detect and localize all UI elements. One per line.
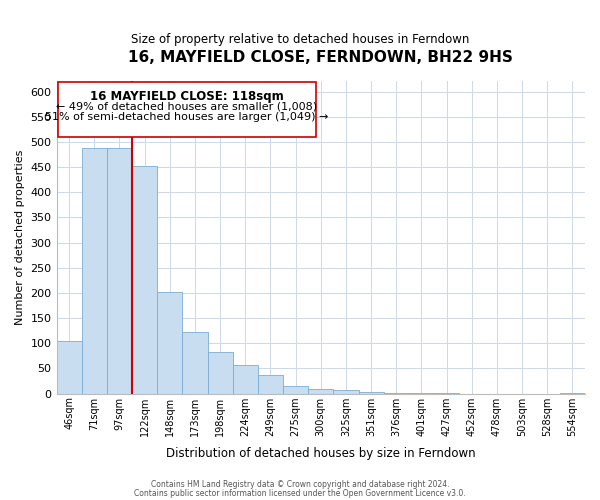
- Bar: [132, 166, 157, 394]
- Bar: [58, 82, 316, 137]
- Bar: [258, 376, 283, 394]
- Text: 16 MAYFIELD CLOSE: 118sqm: 16 MAYFIELD CLOSE: 118sqm: [90, 90, 284, 102]
- Bar: [383, 392, 409, 394]
- Text: Contains public sector information licensed under the Open Government Licence v3: Contains public sector information licen…: [134, 488, 466, 498]
- Bar: [107, 148, 132, 394]
- Bar: [308, 388, 334, 394]
- Bar: [409, 393, 434, 394]
- Bar: [334, 390, 359, 394]
- Bar: [82, 148, 107, 394]
- Bar: [359, 392, 383, 394]
- Bar: [182, 332, 208, 394]
- Bar: [208, 352, 233, 394]
- Bar: [434, 393, 459, 394]
- Title: 16, MAYFIELD CLOSE, FERNDOWN, BH22 9HS: 16, MAYFIELD CLOSE, FERNDOWN, BH22 9HS: [128, 50, 513, 65]
- Text: 51% of semi-detached houses are larger (1,049) →: 51% of semi-detached houses are larger (…: [45, 112, 328, 122]
- Bar: [283, 386, 308, 394]
- Text: Size of property relative to detached houses in Ferndown: Size of property relative to detached ho…: [131, 32, 469, 46]
- Y-axis label: Number of detached properties: Number of detached properties: [15, 150, 25, 325]
- Bar: [560, 392, 585, 394]
- Text: ← 49% of detached houses are smaller (1,008): ← 49% of detached houses are smaller (1,…: [56, 102, 317, 112]
- Bar: [233, 365, 258, 394]
- Bar: [157, 292, 182, 394]
- Text: Contains HM Land Registry data © Crown copyright and database right 2024.: Contains HM Land Registry data © Crown c…: [151, 480, 449, 489]
- Bar: [56, 340, 82, 394]
- X-axis label: Distribution of detached houses by size in Ferndown: Distribution of detached houses by size …: [166, 447, 476, 460]
